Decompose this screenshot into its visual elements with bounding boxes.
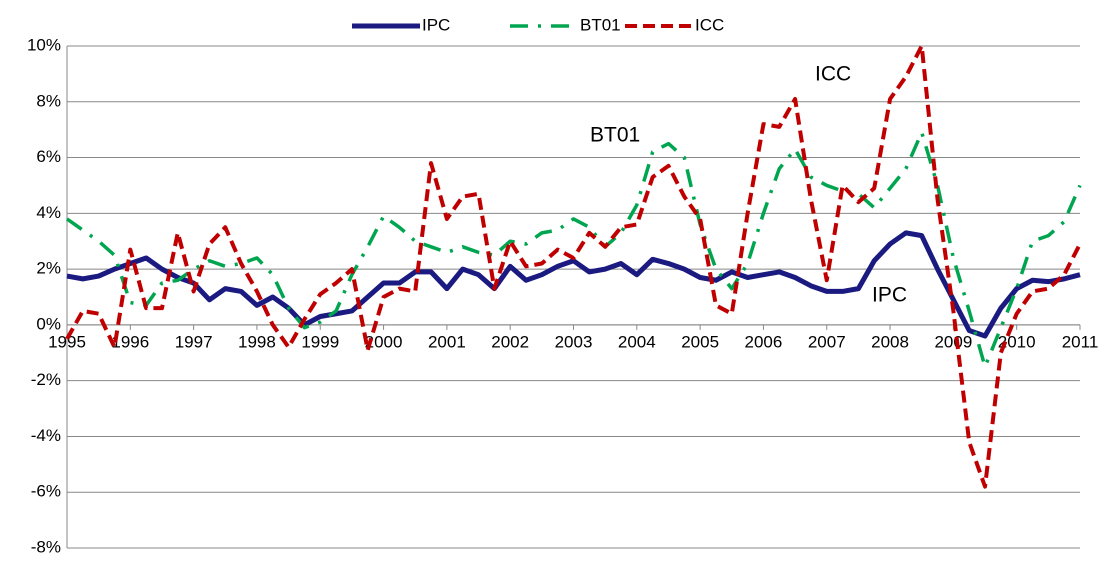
y-tick-label: 10% xyxy=(27,35,61,54)
series-line xyxy=(66,230,1081,339)
y-tick-label: -6% xyxy=(31,482,61,501)
y-tick-label: -8% xyxy=(31,537,61,556)
annotation: BT01 xyxy=(590,124,640,147)
x-tick-label: 2006 xyxy=(745,332,783,351)
x-tick-label: 2000 xyxy=(365,332,403,351)
y-tick-label: -4% xyxy=(31,426,61,445)
x-tick-label: 1997 xyxy=(175,332,213,351)
x-tick-label: 2011 xyxy=(1062,332,1099,351)
legend-label: ICC xyxy=(695,15,724,34)
y-tick-label: 8% xyxy=(36,91,61,110)
legend-label: IPC xyxy=(422,15,450,34)
x-tick-label: 2002 xyxy=(491,332,529,351)
x-tick-label: 2003 xyxy=(555,332,593,351)
x-tick-label: 2001 xyxy=(428,332,466,351)
y-tick-label: 2% xyxy=(36,259,61,278)
x-tick-label: 2008 xyxy=(871,332,909,351)
x-tick-label: 2007 xyxy=(808,332,846,351)
legend-label: BT01 xyxy=(580,15,621,34)
x-tick-label: 1998 xyxy=(238,332,276,351)
series-line xyxy=(65,130,1082,369)
y-tick-label: -2% xyxy=(31,370,61,389)
x-tick-label: 2005 xyxy=(681,332,719,351)
y-tick-label: 4% xyxy=(36,203,61,222)
annotation: ICC xyxy=(815,63,851,86)
y-tick-label: 6% xyxy=(36,147,61,166)
series-line xyxy=(65,44,1082,489)
x-tick-label: 1996 xyxy=(111,332,149,351)
x-tick-label: 2009 xyxy=(934,332,972,351)
annotation: IPC xyxy=(872,284,907,307)
x-tick-label: 1995 xyxy=(48,332,86,351)
x-tick-label: 2004 xyxy=(618,332,656,351)
x-tick-label: 1999 xyxy=(301,332,339,351)
y-tick-label: 0% xyxy=(36,314,61,333)
x-tick-label: 2010 xyxy=(998,332,1036,351)
